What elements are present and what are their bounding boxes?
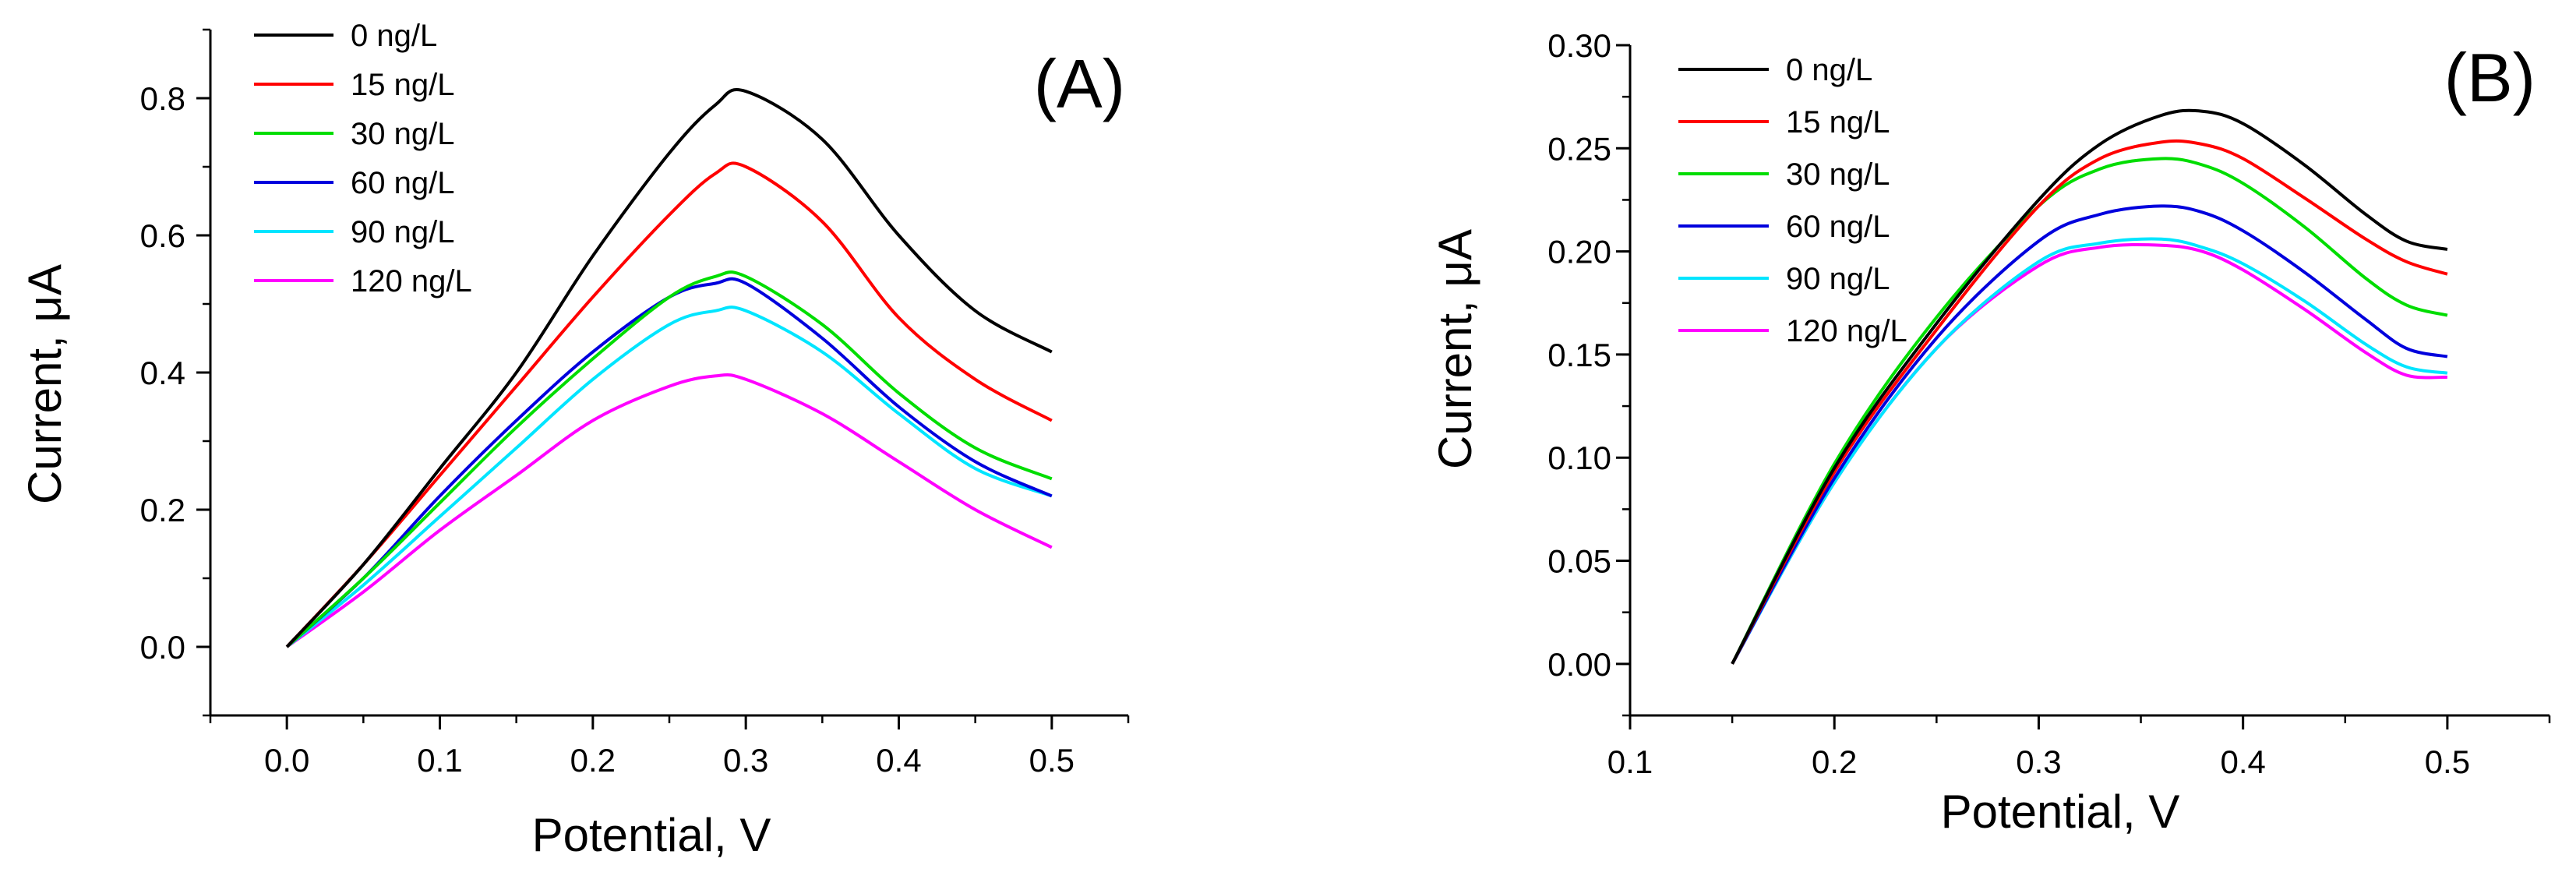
legend-label: 120 ng/L [351,264,472,298]
x-tick-label: 0.0 [264,742,309,779]
x-tick-label: 0.5 [2425,743,2470,780]
series-line-30-ng-L [285,270,1053,648]
panel-label-a: (A) [1034,45,1125,122]
y-tick-label: 0.15 [1547,337,1611,373]
axes-a: 0.0 0.1 0.2 0.3 0.4 0.5 0.0 0.2 0.4 0.6 0.8 [140,28,1130,779]
legend-label: 0 ng/L [1786,53,1872,87]
legend-label: 15 ng/L [1786,105,1890,140]
y-axis-title-a: Current, μA [19,264,71,504]
legend-b: 0 ng/L 15 ng/L 30 ng/L 60 ng/L 90 ng/L 120 ng… [1678,53,1907,348]
legend-label: 60 ng/L [1786,210,1890,244]
legend-label: 30 ng/L [351,117,454,151]
x-tick-label: 0.4 [876,742,921,779]
series-line-0-ng-L [1731,108,2448,665]
x-tick-label: 0.3 [2016,743,2061,780]
x-tick-label: 0.5 [1029,742,1075,779]
y-tick-label: 0.05 [1547,543,1611,580]
legend-a: 0 ng/L 15 ng/L 30 ng/L 60 ng/L 90 ng/L 120 ng… [254,19,472,298]
y-tick-label: 0.8 [140,80,185,117]
series-line-15-ng-L [285,161,1053,648]
y-tick-label: 0.30 [1547,27,1611,64]
series-line-30-ng-L [1731,157,2448,665]
series-line-60-ng-L [285,277,1053,648]
axes-b: 0.1 0.2 0.3 0.4 0.5 0.00 0.05 0.10 0.15 0.20 0.25 0… [1547,27,2551,780]
legend-label: 0 ng/L [351,19,437,53]
series-line-60-ng-L [1731,204,2448,665]
chart-panel-b: (B) Potential, V Current, μA 0.1 0.2 0.3 0.… [1429,27,2551,838]
series-line-15-ng-L [1731,139,2448,665]
y-tick-label: 0.6 [140,217,185,254]
legend-label: 60 ng/L [351,166,454,200]
series-line-120-ng-L [286,373,1053,648]
x-tick-label: 0.3 [723,742,768,779]
x-tick-label: 0.4 [2220,743,2265,780]
x-axis-title-a: Potential, V [532,809,771,861]
legend-label: 15 ng/L [351,68,454,102]
series-group-b [1731,108,2448,665]
series-line-0-ng-L [285,88,1053,648]
x-axis-title-b: Potential, V [1941,786,2180,838]
y-tick-label: 0.4 [140,355,185,391]
y-tick-label: 0.20 [1547,234,1611,270]
chart-panel-a: (A) Potential, V Current, μA 0.0 0.1 0.2 0.… [19,19,1130,861]
y-tick-label: 0.10 [1547,440,1611,476]
y-axis-title-b: Current, μA [1429,229,1481,469]
legend-label: 120 ng/L [1786,314,1907,348]
series-line-90-ng-L [1731,237,2448,665]
series-line-90-ng-L [285,306,1053,648]
x-tick-label: 0.1 [417,742,462,779]
y-tick-label: 0.00 [1547,646,1611,683]
legend-label: 90 ng/L [351,215,454,249]
panel-label-b: (B) [2444,39,2535,116]
series-group-a [285,88,1053,648]
legend-label: 90 ng/L [1786,262,1890,296]
x-tick-label: 0.2 [1812,743,1857,780]
y-tick-label: 0.25 [1547,130,1611,167]
legend-label: 30 ng/L [1786,157,1890,192]
y-tick-label: 0.0 [140,629,185,666]
y-tick-label: 0.2 [140,492,185,528]
x-tick-label: 0.1 [1607,743,1653,780]
x-tick-label: 0.2 [570,742,616,779]
